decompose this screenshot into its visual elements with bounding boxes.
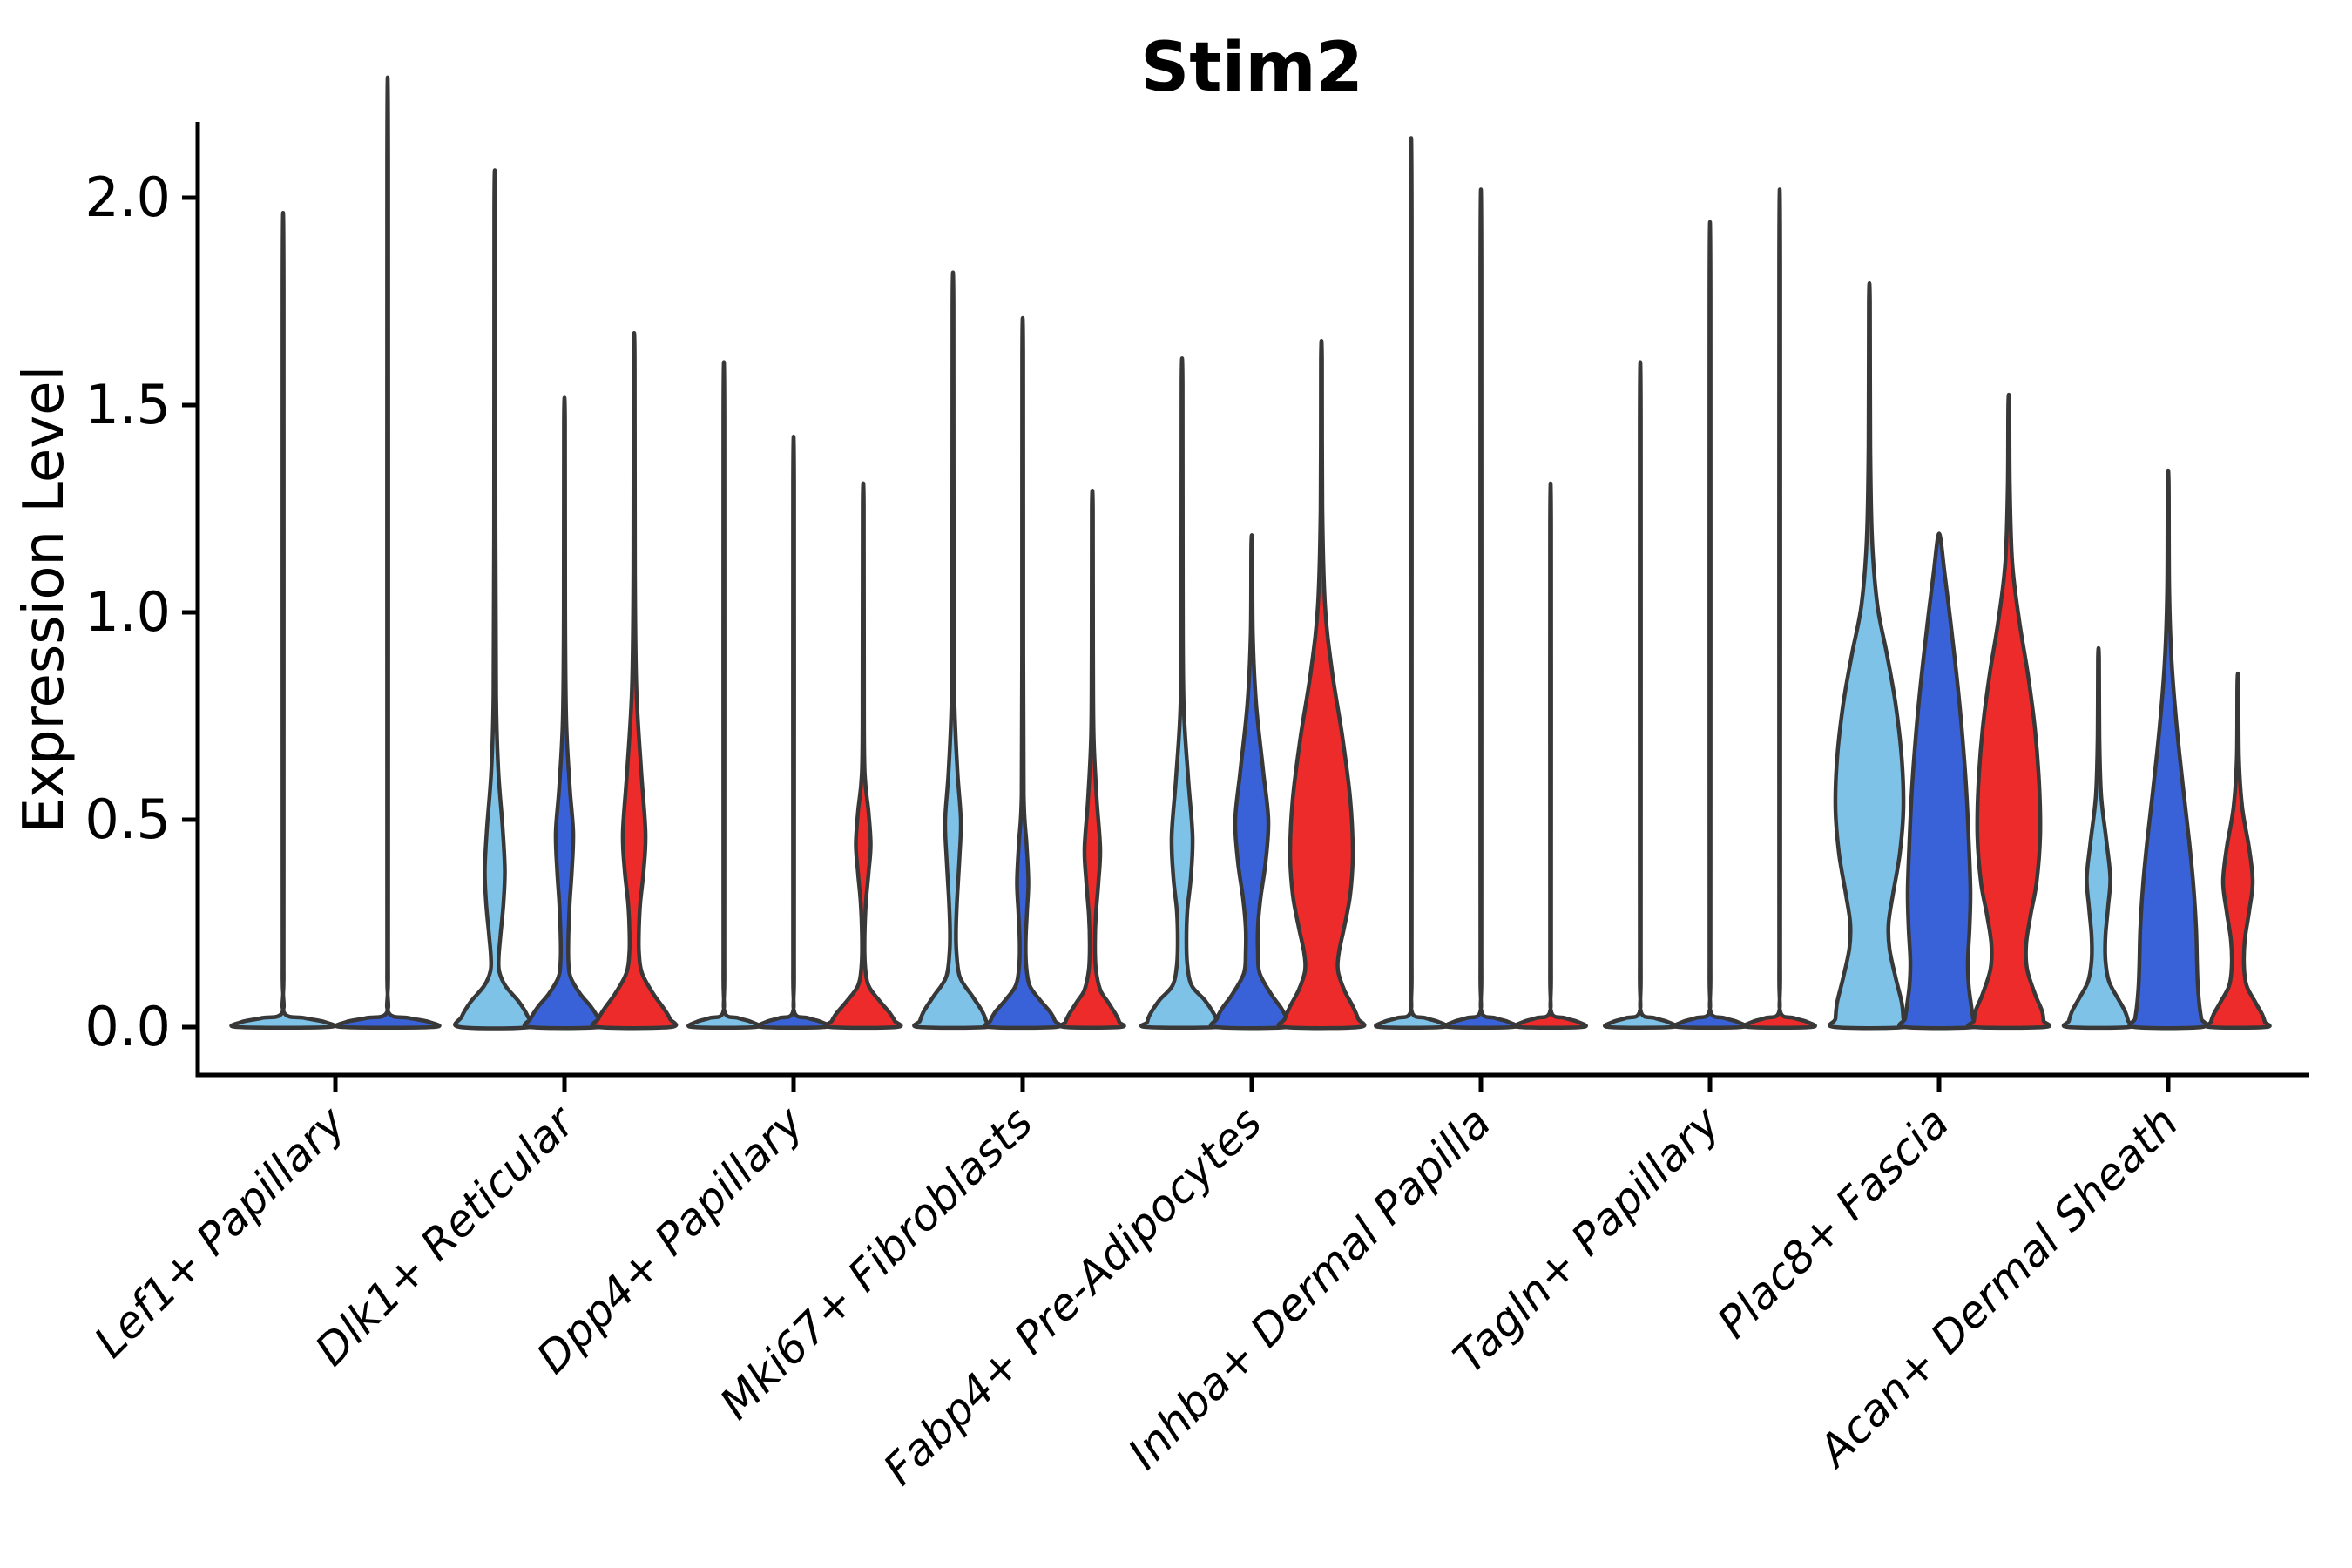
violin-dpp4-papillary-dark_blue (756, 435, 831, 1030)
violin-lef1-papillary-light_blue (229, 211, 337, 1030)
violin-acan-dermal-sheath-light_blue (2061, 645, 2136, 1031)
violin-plac8-fascia-dark_blue (1897, 531, 1981, 1031)
x-axis-ticks (333, 1075, 2171, 1092)
x-tick-label: Lef1+ Papillary (84, 1096, 355, 1367)
violin-plac8-fascia-light_blue (1828, 280, 1911, 1031)
y-tick-label: 2.0 (84, 166, 171, 229)
y-axis-label: Expression Level (12, 366, 77, 834)
violin-fabp4-pre-adipocytes-dark_blue (1208, 533, 1295, 1031)
x-tick-label: Inhba+ Dermal Papilla (1119, 1097, 1500, 1478)
violin-inhba-dermal-papilla-light_blue (1374, 136, 1449, 1030)
y-tick-label: 0.5 (84, 787, 171, 851)
y-tick-label: 1.5 (84, 373, 171, 436)
violin-fabp4-pre-adipocytes-light_blue (1139, 356, 1226, 1030)
violin-plac8-fascia-red (1966, 392, 2051, 1031)
violin-tagln-papillary-dark_blue (1673, 220, 1747, 1030)
x-axis-labels: Lef1+ Papillary Dlk1+ Reticular Dpp4+ Pa… (84, 1095, 2187, 1495)
violin-inhba-dermal-papilla-dark_blue (1443, 187, 1518, 1030)
plot-title: Stim2 (1140, 29, 1363, 107)
violin-lef1-papillary-dark_blue (334, 76, 442, 1030)
violin-inhba-dermal-papilla-red (1513, 481, 1588, 1030)
violin-tagln-papillary-light_blue (1603, 360, 1678, 1030)
violin-fabp4-pre-adipocytes-red (1276, 338, 1367, 1031)
violin-dpp4-papillary-light_blue (686, 360, 761, 1030)
violin-mki67-fibroblasts-dark_blue (983, 316, 1063, 1031)
violin-mki67-fibroblasts-red (1058, 488, 1126, 1030)
violin-tagln-papillary-red (1742, 187, 1817, 1030)
violin-dpp4-papillary-red (823, 481, 903, 1031)
violin-dlk1-reticular-light_blue (453, 168, 537, 1031)
violins-layer (229, 76, 2272, 1031)
violin-acan-dermal-sheath-red (2204, 671, 2272, 1030)
x-tick-label: Plac8+ Fascia (1708, 1097, 1959, 1348)
violin-dlk1-reticular-dark_blue (522, 395, 607, 1031)
x-tick-label: Acan+ Dermal Sheath (1808, 1097, 2188, 1477)
violin-mki67-fibroblasts-light_blue (912, 270, 994, 1031)
violin-acan-dermal-sheath-dark_blue (2127, 468, 2209, 1031)
x-tick-label: Fabp4+ Pre-Adipocytes (874, 1097, 1272, 1495)
y-tick-label: 1.0 (84, 580, 171, 644)
y-axis-ticks: 0.0 0.5 1.0 1.5 2.0 (84, 166, 198, 1058)
y-tick-label: 0.0 (84, 995, 171, 1058)
violin-dlk1-reticular-red (590, 331, 679, 1031)
